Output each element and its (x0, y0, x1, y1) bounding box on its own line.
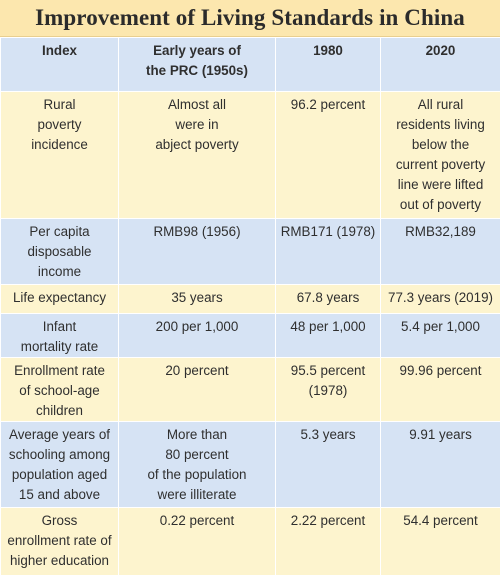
table-row: Life expectancy 35 years 67.8 years 77.3… (1, 285, 500, 314)
row-index-cell: Gross enrollment rate of higher educatio… (1, 508, 119, 576)
title-bar: Improvement of Living Standards in China (0, 0, 500, 37)
row-1980-cell: 95.5 percent (1978) (276, 358, 381, 422)
row-1980-cell: RMB171 (1978) (276, 219, 381, 285)
living-standards-table: Index Early years of the PRC (1950s) 198… (0, 37, 500, 576)
row-index-cell: Average years of schooling among populat… (1, 422, 119, 508)
row-index-cell: Infant mortality rate (1, 314, 119, 358)
table-row: Gross enrollment rate of higher educatio… (1, 508, 500, 576)
row-1980-cell: 2.22 percent (276, 508, 381, 576)
row-2020-cell: RMB32,189 (381, 219, 500, 285)
row-2020-cell: 99.96 percent (381, 358, 500, 422)
row-2020-cell: 77.3 years (2019) (381, 285, 500, 314)
row-2020-cell: 9.91 years (381, 422, 500, 508)
row-early-cell: Almost all were in abject poverty (119, 92, 276, 219)
row-index-cell: Enrollment rate of school-age children (1, 358, 119, 422)
row-early-cell: RMB98 (1956) (119, 219, 276, 285)
table-row: Rural poverty incidence Almost all were … (1, 92, 500, 219)
table-row: Enrollment rate of school-age children 2… (1, 358, 500, 422)
header-2020: 2020 (381, 38, 500, 92)
table-row: Average years of schooling among populat… (1, 422, 500, 508)
header-1980: 1980 (276, 38, 381, 92)
header-index: Index (1, 38, 119, 92)
header-row: Index Early years of the PRC (1950s) 198… (1, 38, 500, 92)
table-row: Infant mortality rate 200 per 1,000 48 p… (1, 314, 500, 358)
row-index-cell: Life expectancy (1, 285, 119, 314)
header-early-years: Early years of the PRC (1950s) (119, 38, 276, 92)
row-1980-cell: 48 per 1,000 (276, 314, 381, 358)
row-early-cell: 200 per 1,000 (119, 314, 276, 358)
row-2020-cell: All rural residents living below the cur… (381, 92, 500, 219)
row-index-cell: Rural poverty incidence (1, 92, 119, 219)
row-early-cell: 0.22 percent (119, 508, 276, 576)
row-1980-cell: 5.3 years (276, 422, 381, 508)
row-1980-cell: 96.2 percent (276, 92, 381, 219)
row-early-cell: More than 80 percent of the population w… (119, 422, 276, 508)
row-early-cell: 35 years (119, 285, 276, 314)
table-title: Improvement of Living Standards in China (35, 5, 465, 31)
row-early-cell: 20 percent (119, 358, 276, 422)
row-index-cell: Per capita disposable income (1, 219, 119, 285)
table-row: Per capita disposable income RMB98 (1956… (1, 219, 500, 285)
row-1980-cell: 67.8 years (276, 285, 381, 314)
row-2020-cell: 5.4 per 1,000 (381, 314, 500, 358)
row-2020-cell: 54.4 percent (381, 508, 500, 576)
